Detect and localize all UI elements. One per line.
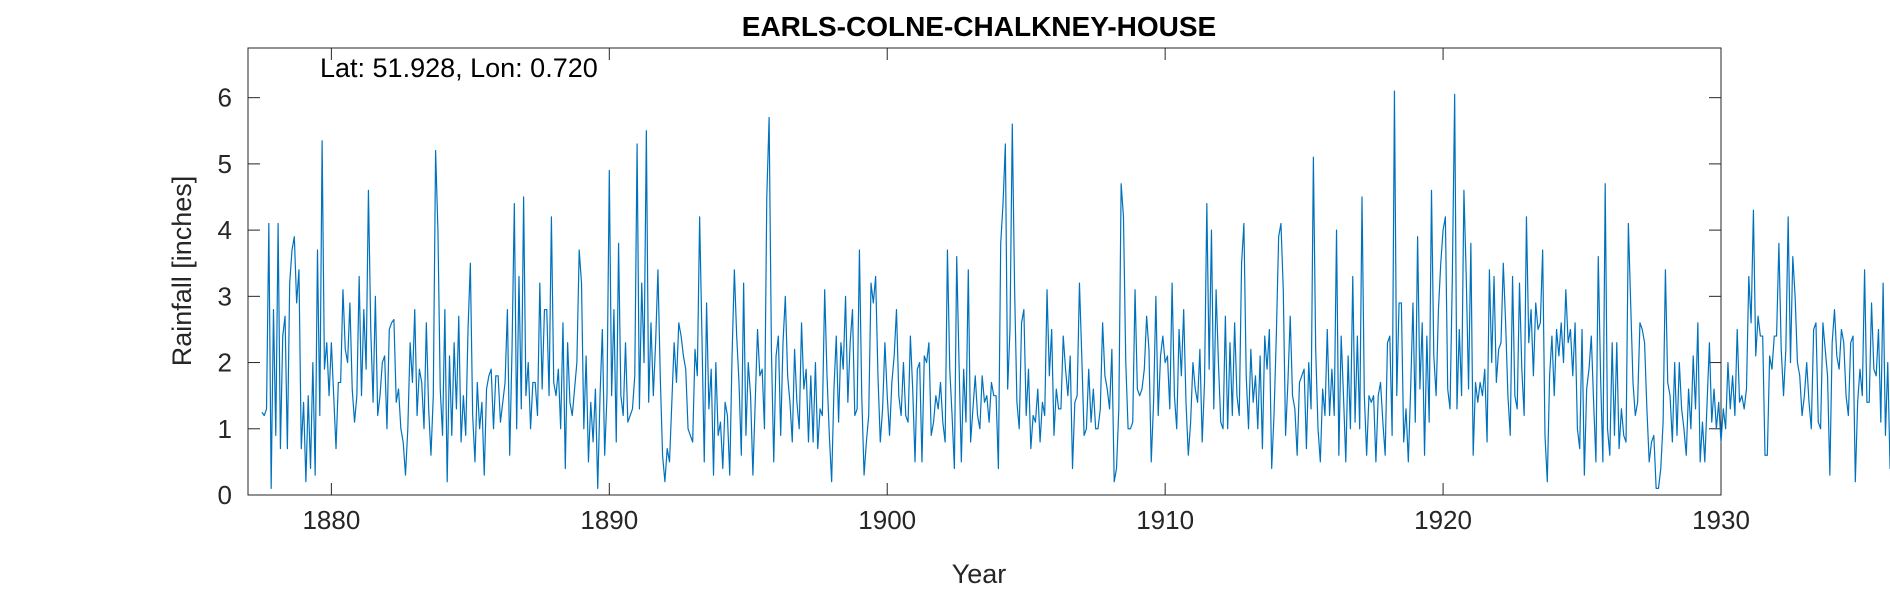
y-tick-label: 4: [218, 215, 232, 245]
x-tick-label: 1920: [1414, 505, 1472, 535]
y-tick-label: 0: [218, 480, 232, 510]
y-tick-label: 5: [218, 149, 232, 179]
tick-labels: 1880 1890 1900 1910 1920 1930 0 1 2 3 4 5 6: [218, 83, 1750, 535]
plot-area: [247, 47, 1722, 496]
x-tick-label: 1910: [1136, 505, 1194, 535]
location-annotation: Lat: 51.928, Lon: 0.720: [320, 53, 598, 83]
chart-title: EARLS-COLNE-CHALKNEY-HOUSE: [742, 11, 1216, 42]
y-tick-label: 6: [218, 83, 232, 113]
axis-ticks: [248, 48, 1722, 496]
y-tick-label: 2: [218, 348, 232, 378]
rainfall-line: [261, 90, 1890, 489]
x-tick-label: 1900: [858, 505, 916, 535]
x-tick-label: 1880: [302, 505, 360, 535]
y-tick-label: 1: [218, 414, 232, 444]
x-tick-label: 1890: [580, 505, 638, 535]
x-tick-label: 1930: [1692, 505, 1750, 535]
y-tick-label: 3: [218, 281, 232, 311]
y-axis-label: Rainfall [inches]: [167, 176, 197, 367]
x-axis-label: Year: [952, 559, 1007, 589]
